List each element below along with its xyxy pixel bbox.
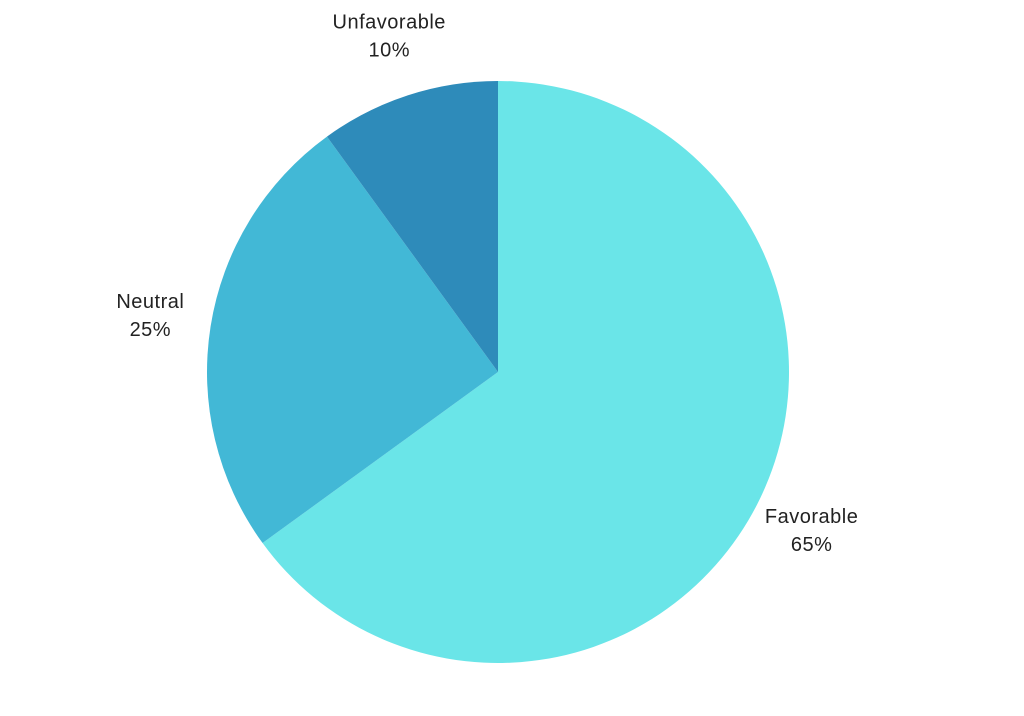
- pie-slice: [326, 81, 498, 372]
- slice-value-label: 65%: [791, 534, 833, 556]
- slice-value-label: 25%: [130, 319, 172, 341]
- pie-slice: [262, 81, 789, 664]
- pie-slice: [207, 136, 499, 544]
- slice-value-label: 10%: [368, 40, 410, 62]
- slice-label: Neutral: [116, 291, 184, 313]
- slice-label: Unfavorable: [333, 12, 446, 34]
- slice-label: Favorable: [765, 506, 858, 528]
